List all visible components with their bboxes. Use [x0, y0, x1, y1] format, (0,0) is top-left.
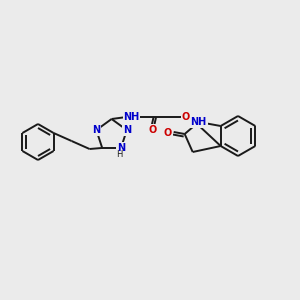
Text: NH: NH [190, 117, 207, 127]
Text: O: O [164, 128, 172, 138]
Text: N: N [117, 143, 125, 153]
Text: N: N [92, 125, 101, 135]
Text: NH: NH [124, 112, 140, 122]
Text: O: O [148, 125, 157, 135]
Text: O: O [182, 112, 190, 122]
Text: N: N [123, 125, 131, 135]
Text: H: H [116, 150, 122, 159]
